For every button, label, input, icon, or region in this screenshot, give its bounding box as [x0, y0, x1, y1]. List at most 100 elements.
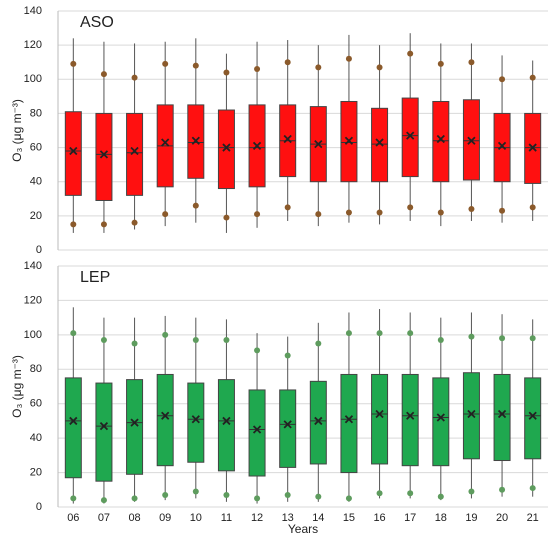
p95-dot: [254, 347, 261, 354]
p95-dot: [254, 66, 261, 73]
p95-dot: [192, 62, 199, 69]
y-tick-label: 60: [30, 141, 42, 153]
x-tick-label: 20: [496, 512, 508, 524]
x-axis-label: Years: [288, 522, 318, 536]
p95-dot: [529, 74, 536, 81]
p5-dot: [192, 488, 199, 495]
mean-marker: [467, 136, 476, 145]
box: [248, 389, 266, 477]
box: [217, 379, 235, 472]
y-tick-label: 20: [30, 466, 42, 478]
x-tick-label: 07: [98, 512, 110, 524]
mean-marker: [191, 136, 200, 145]
panel-label: ASO: [80, 14, 114, 31]
p5-dot: [529, 204, 536, 211]
p95-dot: [100, 337, 107, 344]
mean-marker: [283, 420, 292, 429]
panel-label: LEP: [80, 269, 110, 286]
p5-dot: [131, 495, 138, 502]
mean-marker: [528, 143, 537, 152]
p95-dot: [192, 337, 199, 344]
p5-dot: [70, 221, 77, 228]
p5-dot: [345, 209, 352, 216]
mean-marker: [375, 409, 384, 419]
box: [95, 112, 113, 201]
p95-dot: [315, 340, 322, 347]
p95-dot: [468, 333, 475, 340]
p5-dot: [254, 211, 261, 218]
y-tick-label: 120: [24, 39, 42, 51]
x-tick-label: 11: [221, 512, 232, 524]
mean-marker: [375, 138, 384, 147]
mean-marker: [314, 416, 323, 426]
mean-marker: [161, 411, 170, 420]
p5-dot: [223, 491, 230, 498]
box: [493, 373, 511, 462]
p95-dot: [162, 331, 169, 338]
box: [524, 377, 542, 460]
mean-marker: [99, 150, 109, 159]
p5-dot: [529, 485, 536, 492]
box: [279, 389, 297, 468]
y-tick-label: 0: [36, 244, 42, 256]
p5-dot: [223, 214, 230, 221]
y-tick-label: 20: [30, 210, 42, 222]
mean-marker: [436, 134, 445, 144]
x-tick-label: 09: [159, 512, 171, 524]
p5-dot: [192, 202, 199, 209]
p95-dot: [499, 76, 506, 83]
y-tick-label: 140: [24, 5, 42, 17]
p95-dot: [223, 337, 230, 344]
p5-dot: [284, 491, 291, 498]
box: [462, 372, 480, 460]
x-tick-label: 14: [312, 512, 324, 524]
mean-marker: [497, 141, 507, 151]
y-tick-label: 40: [30, 176, 42, 188]
box: [217, 109, 235, 190]
box: [432, 377, 450, 467]
mean-marker: [436, 413, 445, 422]
p5-dot: [407, 204, 414, 211]
mean-marker: [344, 415, 354, 424]
p5-dot: [131, 219, 138, 226]
p95-dot: [499, 335, 506, 342]
p5-dot: [70, 495, 77, 502]
box: [187, 382, 205, 463]
y-tick-label: 120: [24, 294, 42, 306]
box: [371, 373, 389, 465]
x-tick-label: 06: [67, 512, 79, 524]
p95-dot: [284, 352, 291, 359]
p95-dot: [437, 337, 444, 344]
p5-dot: [254, 495, 261, 502]
mean-marker: [344, 136, 354, 145]
mean-marker: [161, 138, 170, 147]
mean-marker: [497, 409, 507, 419]
p95-dot: [437, 60, 444, 67]
box: [64, 377, 82, 479]
mean-marker: [99, 421, 109, 431]
p5-dot: [499, 207, 506, 214]
p5-dot: [499, 486, 506, 493]
mean-marker: [130, 146, 139, 156]
y-tick-label: 100: [24, 73, 42, 85]
p5-dot: [162, 491, 169, 498]
x-tick-label: 21: [527, 512, 539, 524]
x-tick-label: 17: [404, 512, 416, 524]
p5-dot: [315, 493, 322, 500]
p5-dot: [284, 204, 291, 211]
mean-marker: [467, 409, 476, 419]
x-tick-label: 18: [435, 512, 447, 524]
p5-dot: [437, 493, 444, 500]
p5-dot: [376, 209, 383, 216]
p95-dot: [131, 340, 138, 347]
x-tick-label: 13: [282, 512, 294, 524]
mean-marker: [222, 143, 231, 152]
p95-dot: [345, 55, 352, 62]
p5-dot: [100, 221, 107, 228]
mean-marker: [222, 416, 231, 426]
p95-dot: [284, 59, 291, 66]
box: [64, 111, 82, 196]
p95-dot: [468, 59, 475, 66]
box: [401, 373, 419, 467]
p95-dot: [131, 74, 138, 81]
